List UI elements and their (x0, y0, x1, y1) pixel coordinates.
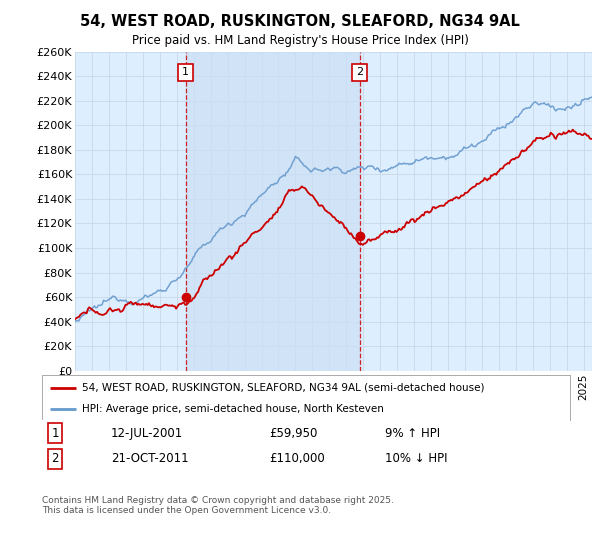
Text: 9% ↑ HPI: 9% ↑ HPI (385, 427, 440, 440)
Text: 1: 1 (52, 427, 59, 440)
Text: 1: 1 (182, 67, 189, 77)
Text: HPI: Average price, semi-detached house, North Kesteven: HPI: Average price, semi-detached house,… (82, 404, 383, 414)
Text: £110,000: £110,000 (269, 452, 325, 465)
Bar (186, 52, 360, 371)
Text: 21-OCT-2011: 21-OCT-2011 (110, 452, 188, 465)
Text: 2: 2 (356, 67, 364, 77)
Text: 2: 2 (52, 452, 59, 465)
Text: Contains HM Land Registry data © Crown copyright and database right 2025.
This d: Contains HM Land Registry data © Crown c… (42, 496, 394, 515)
Text: 10% ↓ HPI: 10% ↓ HPI (385, 452, 448, 465)
Text: 12-JUL-2001: 12-JUL-2001 (110, 427, 183, 440)
Text: Price paid vs. HM Land Registry's House Price Index (HPI): Price paid vs. HM Land Registry's House … (131, 34, 469, 46)
Text: 54, WEST ROAD, RUSKINGTON, SLEAFORD, NG34 9AL (semi-detached house): 54, WEST ROAD, RUSKINGTON, SLEAFORD, NG3… (82, 382, 484, 393)
Text: 54, WEST ROAD, RUSKINGTON, SLEAFORD, NG34 9AL: 54, WEST ROAD, RUSKINGTON, SLEAFORD, NG3… (80, 14, 520, 29)
Text: £59,950: £59,950 (269, 427, 317, 440)
